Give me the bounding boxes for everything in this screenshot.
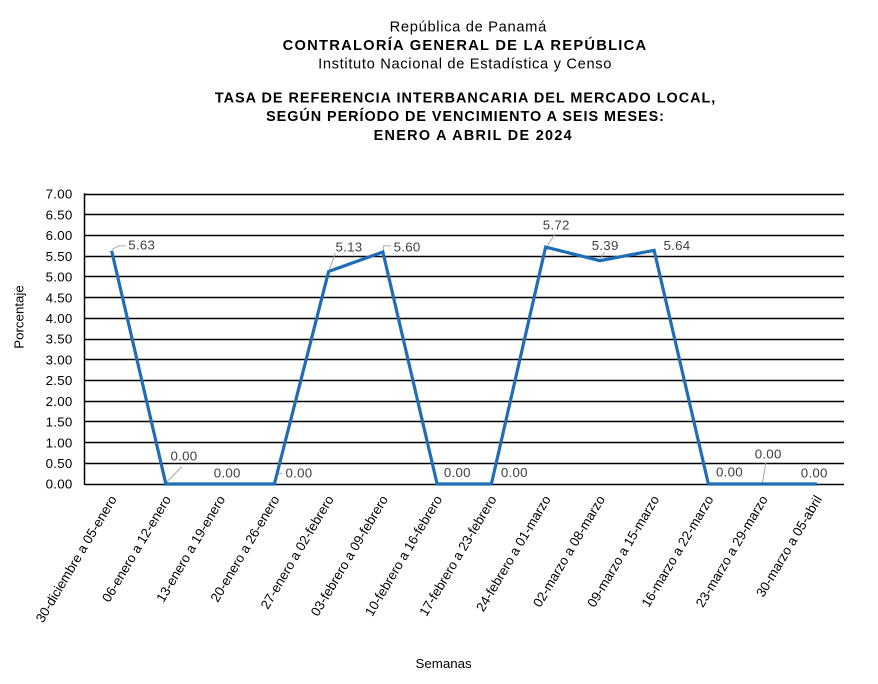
svg-text:2.50: 2.50 bbox=[46, 373, 73, 388]
svg-text:SEGÚN PERÍODO DE VENCIMIENTO A: SEGÚN PERÍODO DE VENCIMIENTO A SEIS MESE… bbox=[266, 107, 665, 125]
svg-text:ENERO A ABRIL DE 2024: ENERO A ABRIL DE 2024 bbox=[374, 128, 573, 144]
svg-text:5.50: 5.50 bbox=[46, 249, 73, 264]
svg-text:0.00: 0.00 bbox=[501, 465, 528, 480]
svg-text:Semanas: Semanas bbox=[416, 656, 473, 671]
svg-text:0.00: 0.00 bbox=[286, 465, 313, 480]
svg-text:TASA DE REFERENCIA INTERBANCAR: TASA DE REFERENCIA INTERBANCARIA DEL MER… bbox=[215, 91, 716, 107]
svg-text:5.63: 5.63 bbox=[128, 238, 155, 253]
svg-text:República de Panamá: República de Panamá bbox=[390, 20, 547, 36]
svg-text:5.72: 5.72 bbox=[543, 218, 570, 233]
svg-text:5.60: 5.60 bbox=[394, 240, 421, 255]
svg-text:7.00: 7.00 bbox=[46, 187, 73, 202]
svg-text:0.00: 0.00 bbox=[214, 465, 241, 480]
svg-text:CONTRALORÍA GENERAL DE LA REPÚ: CONTRALORÍA GENERAL DE LA REPÚBLICA bbox=[283, 36, 648, 54]
svg-text:3.00: 3.00 bbox=[46, 352, 73, 367]
svg-text:0.00: 0.00 bbox=[444, 465, 471, 480]
svg-text:5.00: 5.00 bbox=[46, 270, 73, 285]
svg-text:1.00: 1.00 bbox=[46, 435, 73, 450]
svg-text:4.50: 4.50 bbox=[46, 290, 73, 305]
svg-text:0.00: 0.00 bbox=[755, 446, 782, 461]
svg-text:2.00: 2.00 bbox=[46, 394, 73, 409]
svg-text:4.00: 4.00 bbox=[46, 311, 73, 326]
svg-text:0.00: 0.00 bbox=[46, 477, 73, 492]
svg-text:5.13: 5.13 bbox=[336, 240, 363, 255]
svg-text:Instituto Nacional de Estadíst: Instituto Nacional de Estadística y Cens… bbox=[318, 56, 612, 72]
svg-text:3.50: 3.50 bbox=[46, 332, 73, 347]
svg-text:6.50: 6.50 bbox=[46, 207, 73, 222]
svg-text:0.00: 0.00 bbox=[801, 466, 828, 481]
svg-text:6.00: 6.00 bbox=[46, 228, 73, 243]
svg-text:1.50: 1.50 bbox=[46, 415, 73, 430]
svg-text:0.00: 0.00 bbox=[171, 448, 198, 463]
svg-text:5.39: 5.39 bbox=[592, 238, 619, 253]
svg-text:0.00: 0.00 bbox=[716, 465, 743, 480]
svg-text:5.64: 5.64 bbox=[664, 238, 691, 253]
svg-text:0.50: 0.50 bbox=[46, 456, 73, 471]
svg-text:Porcentaje: Porcentaje bbox=[12, 285, 27, 349]
